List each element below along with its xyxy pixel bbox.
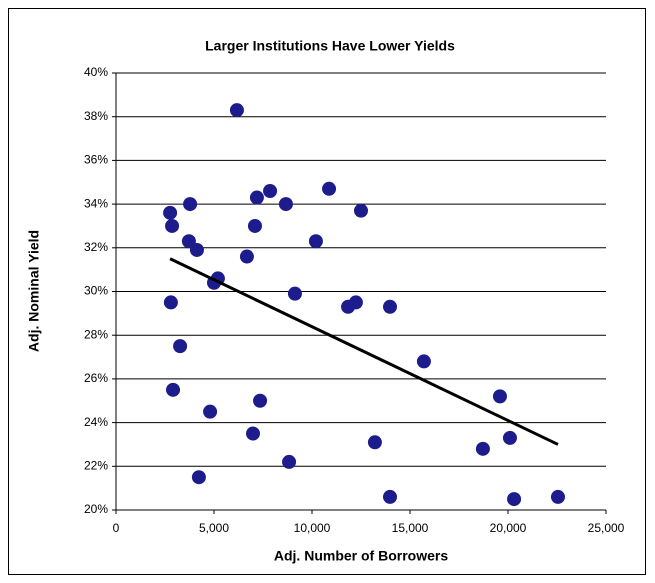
chart-title: Larger Institutions Have Lower Yields [205,38,455,54]
point [322,181,337,196]
point [249,190,264,205]
point [246,426,261,441]
x-tick-label: 10,000 [294,521,331,535]
point [282,454,297,469]
point [383,489,398,504]
point [163,205,178,220]
y-tick-label: 26% [84,371,108,385]
x-tick-label: 5,000 [199,521,229,535]
x-tick-label: 0 [113,521,120,535]
point [475,441,490,456]
y-tick-label: 20% [84,502,108,516]
point [229,103,244,118]
point [348,295,363,310]
y-axis-label: Adj. Nominal Yield [26,230,42,352]
point [163,295,178,310]
point [183,197,198,212]
y-tick-label: 28% [84,327,108,341]
point [278,197,293,212]
y-tick-label: 22% [84,458,108,472]
point [416,354,431,369]
point [308,234,323,249]
point [354,203,368,218]
point [191,470,206,485]
point [492,389,507,404]
y-tick-label: 40% [84,65,108,79]
point [165,218,180,233]
point [287,286,302,301]
x-tick-label: 20,000 [490,521,527,535]
y-tick-label: 36% [84,153,108,167]
y-tick-label: 38% [84,109,108,123]
point [550,489,565,504]
point [502,430,517,445]
point [367,435,382,450]
point [507,492,522,507]
point [173,339,188,354]
y-tick-label: 30% [84,284,108,298]
x-axis-label: Adj. Number of Borrowers [274,548,448,564]
x-tick-label: 25,000 [588,521,625,535]
point [239,249,254,264]
point [247,218,262,233]
point [263,183,278,198]
y-tick-label: 24% [84,415,108,429]
trendline [169,257,559,446]
point [253,393,268,408]
y-tick-label: 32% [84,240,108,254]
y-tick-label: 34% [84,196,108,210]
point [166,382,181,397]
x-tick-label: 15,000 [392,521,429,535]
point [189,242,204,257]
point [383,299,398,314]
point [203,404,218,419]
